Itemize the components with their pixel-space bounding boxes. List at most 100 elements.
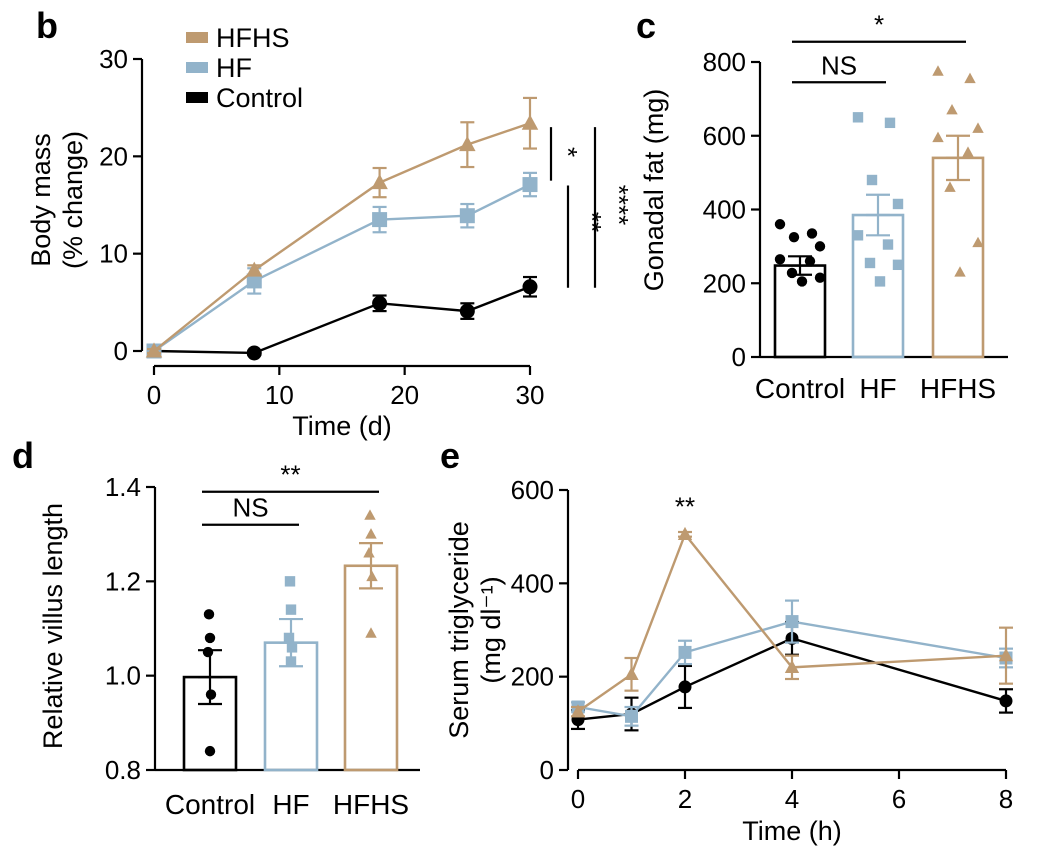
data-point bbox=[365, 528, 377, 539]
y-axis-label: Gonadal fat (mg) bbox=[639, 89, 669, 292]
bar-group-hf bbox=[263, 576, 319, 772]
data-point bbox=[459, 136, 476, 152]
x-tick-label: 10 bbox=[265, 380, 294, 410]
bar-group-hf bbox=[851, 112, 905, 359]
data-point bbox=[678, 680, 692, 694]
significance-label: NS bbox=[232, 493, 268, 523]
y-tick-label: 1.2 bbox=[105, 566, 141, 596]
y-tick-label: 1.4 bbox=[105, 472, 141, 502]
x-tick-label: 2 bbox=[678, 784, 692, 814]
x-tick-label: 0 bbox=[147, 380, 161, 410]
category-label: HFHS bbox=[333, 789, 409, 820]
data-point bbox=[932, 131, 944, 143]
data-point bbox=[145, 342, 163, 358]
y-tick-label: 0 bbox=[732, 342, 746, 372]
data-point bbox=[796, 276, 808, 287]
chart-e: e 0 200 400 600 0 2 4 6 8 Time (h) Serum triglyceri… bbox=[440, 435, 1013, 846]
data-point bbox=[204, 632, 216, 644]
data-point bbox=[285, 656, 297, 667]
data-point bbox=[286, 642, 298, 653]
data-point bbox=[364, 509, 376, 520]
data-point bbox=[788, 231, 800, 243]
significance-label: ** bbox=[577, 212, 607, 232]
data-point bbox=[283, 632, 295, 644]
legend-label: Control bbox=[216, 83, 303, 113]
data-point bbox=[365, 627, 377, 638]
data-point bbox=[459, 303, 475, 319]
x-tick-label: 20 bbox=[390, 380, 419, 410]
y-tick-label: 400 bbox=[703, 195, 746, 225]
data-point bbox=[521, 114, 539, 130]
legend-item-control: Control bbox=[186, 83, 303, 113]
series-control bbox=[146, 275, 538, 361]
data-point bbox=[204, 745, 216, 757]
bar-group-hfhs bbox=[343, 509, 399, 772]
data-point bbox=[246, 345, 262, 361]
y-tick-label: 400 bbox=[511, 568, 554, 598]
chart-d: d 0.8 1.0 1.2 1.4 Relative villus length Contr… bbox=[12, 435, 420, 820]
category-label: HF bbox=[272, 789, 309, 820]
category-label: HF bbox=[859, 373, 896, 404]
data-point bbox=[866, 174, 878, 186]
data-point bbox=[205, 689, 217, 700]
x-axis-label: Time (d) bbox=[292, 411, 392, 441]
series-hfhs bbox=[145, 96, 539, 358]
category-label: HFHS bbox=[920, 373, 996, 404]
data-point bbox=[884, 117, 896, 129]
data-point bbox=[624, 666, 639, 680]
panel-letter: e bbox=[440, 435, 460, 476]
panel-letter: d bbox=[12, 435, 34, 476]
data-point bbox=[852, 112, 864, 123]
data-point bbox=[203, 609, 215, 620]
data-point bbox=[882, 239, 894, 250]
data-point bbox=[932, 65, 944, 76]
series-hfhs bbox=[570, 526, 1014, 718]
data-point bbox=[371, 173, 388, 190]
legend-item-hfhs: HFHS bbox=[186, 23, 290, 53]
data-point bbox=[522, 279, 538, 295]
data-point bbox=[677, 526, 693, 540]
y-axis-label: Body mass bbox=[26, 133, 56, 267]
data-point bbox=[246, 261, 263, 277]
legend-swatch bbox=[186, 92, 208, 103]
data-point bbox=[785, 615, 799, 629]
y-tick-label: 1.0 bbox=[105, 661, 141, 691]
significance-label: * bbox=[553, 147, 583, 157]
data-point bbox=[246, 273, 262, 289]
x-tick-label: 0 bbox=[571, 784, 585, 814]
bar-group-control bbox=[773, 219, 827, 359]
data-point bbox=[202, 646, 214, 658]
data-point bbox=[678, 645, 692, 659]
data-point bbox=[625, 709, 638, 723]
data-point bbox=[946, 103, 958, 115]
chart-b: b 0 10 20 30 0 10 20 30 Time (d) Body mass (% chang… bbox=[26, 5, 634, 441]
y-axis-label: Serum triglyceride bbox=[444, 521, 474, 739]
data-point bbox=[372, 212, 388, 228]
y-tick-label: 600 bbox=[703, 121, 746, 151]
data-point bbox=[786, 267, 798, 279]
legend-swatch bbox=[186, 62, 208, 73]
bar-group-control bbox=[182, 609, 238, 772]
data-point bbox=[874, 276, 886, 287]
data-point bbox=[366, 570, 378, 582]
data-point bbox=[285, 604, 297, 615]
significance-label: ** bbox=[675, 492, 695, 522]
data-point bbox=[954, 266, 966, 277]
y-tick-label: 200 bbox=[703, 268, 746, 298]
bar-group-hfhs bbox=[931, 65, 985, 359]
y-axis-label: (% change) bbox=[58, 131, 88, 269]
legend-swatch bbox=[186, 32, 208, 43]
category-label: Control bbox=[165, 789, 255, 820]
data-point bbox=[806, 228, 818, 239]
data-point bbox=[363, 547, 375, 558]
data-point bbox=[972, 236, 984, 248]
data-point bbox=[284, 576, 296, 587]
data-point bbox=[814, 241, 826, 252]
data-point bbox=[962, 146, 974, 157]
significance-label: NS bbox=[821, 50, 857, 80]
y-tick-label: 200 bbox=[511, 662, 554, 692]
legend-item-hf: HF bbox=[186, 53, 252, 83]
y-tick-label: 10 bbox=[99, 239, 128, 269]
significance-label: ** bbox=[280, 460, 300, 490]
